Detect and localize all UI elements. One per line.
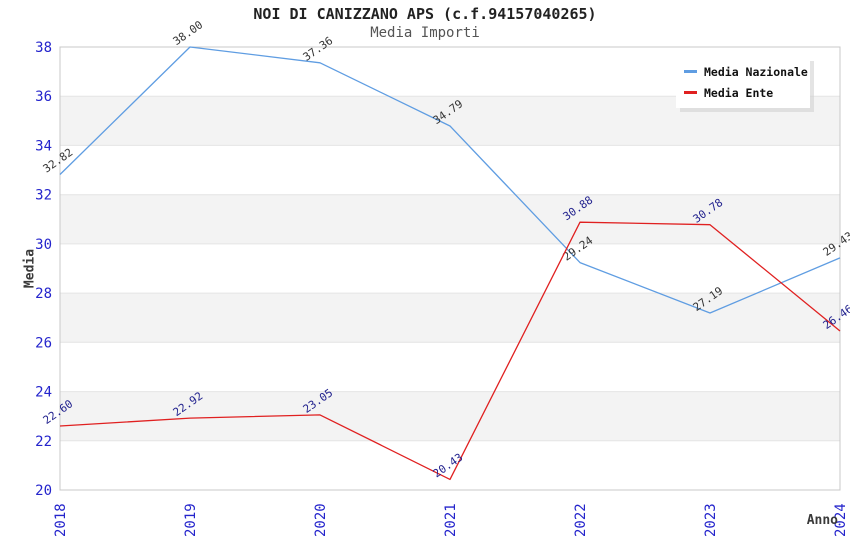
x-tick-label: 2018 <box>53 503 69 537</box>
x-tick-label: 2024 <box>833 503 849 537</box>
x-tick-label: 2019 <box>183 503 199 537</box>
y-axis-title: Media <box>22 248 38 289</box>
x-tick-label: 2023 <box>703 503 719 537</box>
chart-subtitle: Media Importi <box>370 25 480 41</box>
plot-band <box>60 194 840 244</box>
plot-band <box>60 293 840 343</box>
y-tick-label: 20 <box>35 483 52 499</box>
y-tick-label: 24 <box>35 385 52 401</box>
x-tick-label: 2020 <box>313 503 329 537</box>
plot-border <box>59 46 841 491</box>
x-axis-title: Anno <box>806 513 838 528</box>
legend-item-media-nazionale: Media Nazionale <box>684 64 810 79</box>
series-line-media-ente <box>59 221 841 481</box>
y-tick-label: 22 <box>35 434 52 450</box>
chart-title: NOI DI CANIZZANO APS (c.f.94157040265) <box>253 5 597 23</box>
line-swatch-media-ente-icon <box>684 91 697 94</box>
legend: Media Nazionale Media Ente <box>676 57 810 108</box>
legend-label-media-nazionale: Media Nazionale <box>704 64 808 79</box>
y-tick-label: 28 <box>35 286 52 302</box>
y-tick-label: 26 <box>35 335 52 351</box>
y-tick-label: 38 <box>35 40 52 56</box>
line-swatch-media-nazionale-icon <box>684 70 697 73</box>
x-tick-label: 2022 <box>573 503 589 537</box>
y-tick-label: 32 <box>35 188 52 204</box>
plot-band <box>60 391 840 441</box>
y-tick-label: 30 <box>35 237 52 253</box>
x-tick-label: 2021 <box>443 503 459 537</box>
legend-label-media-ente: Media Ente <box>704 85 774 100</box>
point-label-media-ente: 20.43 <box>431 451 466 481</box>
y-tick-label: 36 <box>35 89 52 105</box>
point-label-media-nazionale: 37.36 <box>301 34 336 64</box>
point-label-media-nazionale: 38.00 <box>171 18 206 48</box>
y-tick-label: 34 <box>35 138 52 154</box>
legend-item-media-ente: Media Ente <box>684 85 810 100</box>
series-line-media-nazionale <box>59 46 841 314</box>
